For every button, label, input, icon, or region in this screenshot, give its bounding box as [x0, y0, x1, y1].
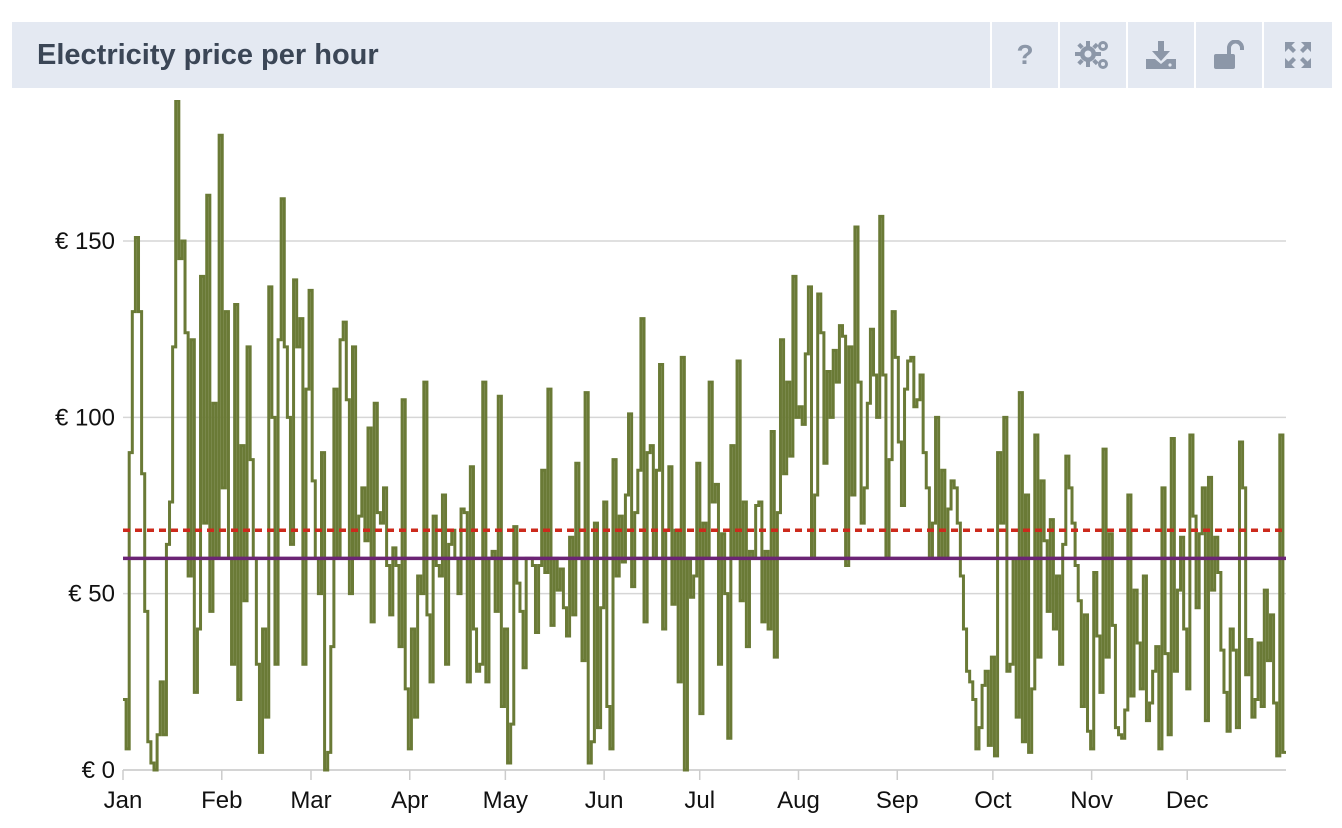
y-tick-label: € 0	[82, 757, 115, 784]
download-icon	[1146, 41, 1176, 69]
price-chart: € 0 € 50 € 100 € 150 Jan Feb Mar Apr May Jun Jul Au…	[55, 100, 1286, 814]
help-icon: ?	[1016, 39, 1034, 70]
download-button[interactable]	[1126, 22, 1194, 88]
expand-button[interactable]	[1262, 22, 1332, 88]
x-tick-label: Jan	[104, 787, 143, 814]
y-tick-label: € 50	[68, 581, 115, 608]
unlock-button[interactable]	[1194, 22, 1262, 88]
panel-title: Electricity price per hour	[37, 38, 379, 71]
x-tick-label: Apr	[391, 787, 428, 814]
price-series-line	[123, 100, 1286, 772]
help-button[interactable]: ?	[990, 22, 1058, 88]
x-tick-label: Dec	[1166, 787, 1209, 814]
x-tick-label: Mar	[290, 787, 331, 814]
x-tick-label: Sep	[876, 787, 919, 814]
unlock-icon	[1214, 40, 1244, 69]
x-tick-label: Nov	[1070, 787, 1113, 814]
x-tick-label: Jul	[684, 787, 715, 814]
panel-header: Electricity price per hour ?	[12, 22, 1332, 88]
x-tick-label: Oct	[974, 787, 1012, 814]
x-tick-label: May	[483, 787, 528, 814]
x-tick-label: Jun	[585, 787, 624, 814]
x-tick-label: Feb	[201, 787, 242, 814]
settings-button[interactable]	[1058, 22, 1126, 88]
y-tick-label: € 150	[55, 228, 115, 255]
expand-icon	[1285, 42, 1311, 68]
x-tick-label: Aug	[777, 787, 820, 814]
settings-gears-icon	[1075, 41, 1108, 69]
y-tick-label: € 100	[55, 404, 115, 431]
